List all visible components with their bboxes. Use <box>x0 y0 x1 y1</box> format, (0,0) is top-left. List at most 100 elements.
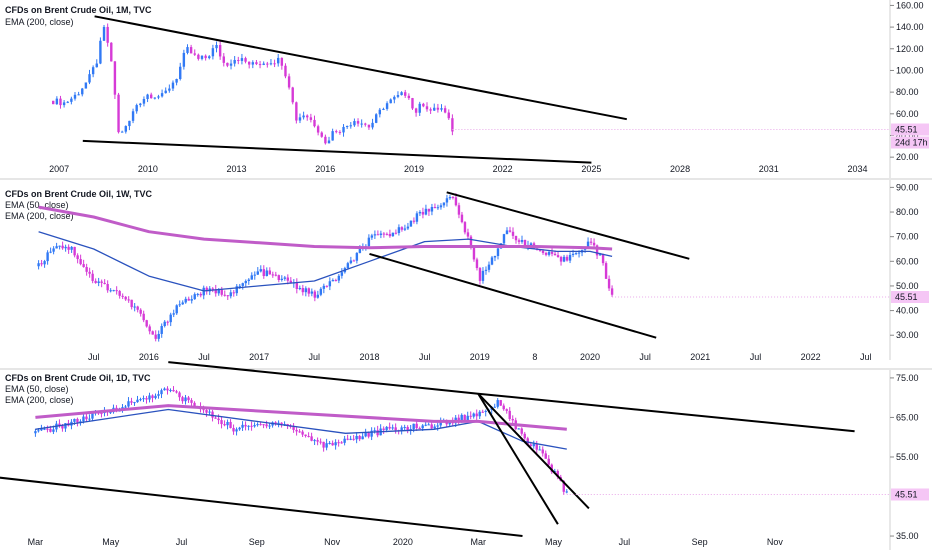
candle-body <box>478 268 482 281</box>
candle-body <box>502 234 506 244</box>
candle-body <box>511 418 514 421</box>
candle-body <box>204 55 207 59</box>
candle-body <box>425 106 429 110</box>
candle-body <box>84 82 88 89</box>
candle-body <box>352 438 355 440</box>
candle-body <box>127 401 130 407</box>
candle-body <box>389 99 392 104</box>
trendline[interactable] <box>82 139 592 164</box>
candle-body <box>124 406 127 408</box>
trendline[interactable] <box>168 361 855 433</box>
candle-body <box>346 263 350 269</box>
candle-body <box>307 436 310 438</box>
x-tick-label: Nov <box>767 537 784 547</box>
candle-body <box>496 248 500 256</box>
x-tick-label: 2019 <box>470 352 490 362</box>
candle-body <box>355 435 358 440</box>
trendline[interactable] <box>477 393 590 510</box>
x-tick-label: May <box>102 537 120 547</box>
candle-body <box>550 251 554 254</box>
candle-body <box>328 442 331 444</box>
candle-body <box>343 438 346 443</box>
candle-body <box>538 249 542 251</box>
y-tick-label: 60.00 <box>896 256 919 266</box>
candle-body <box>574 253 578 255</box>
candle-body <box>148 326 151 332</box>
candle-body <box>358 248 362 253</box>
candle-body <box>484 269 488 271</box>
candle-body <box>397 227 401 234</box>
candle-body <box>211 288 214 290</box>
candle-body <box>388 234 392 237</box>
candle-body <box>37 263 40 267</box>
candle-body <box>610 288 614 295</box>
countdown-badge <box>891 136 929 149</box>
candle-body <box>250 275 253 280</box>
candle-body <box>268 425 271 427</box>
candle-body <box>193 294 196 300</box>
candle-body <box>128 120 131 127</box>
candle-body <box>295 429 298 432</box>
candle-body <box>142 398 145 400</box>
candle-body <box>43 261 46 265</box>
candle-body <box>469 236 473 248</box>
candle-body <box>553 471 556 473</box>
trendline[interactable] <box>369 252 657 339</box>
candle-body <box>353 121 356 126</box>
candle-body <box>382 233 386 235</box>
last-price-badge <box>891 123 929 136</box>
y-tick-label: 55.00 <box>896 452 919 462</box>
candle-body <box>508 410 511 419</box>
candle-body <box>268 270 271 275</box>
candle-body <box>418 428 421 430</box>
trendline[interactable] <box>94 15 627 121</box>
candle-body <box>472 413 475 417</box>
x-tick-label: May <box>545 537 563 547</box>
candle-body <box>175 391 178 393</box>
candle-body <box>232 292 235 294</box>
candle-body <box>304 288 308 293</box>
candle-body <box>331 280 335 282</box>
trendline[interactable] <box>0 476 523 537</box>
monthly-title: CFDs on Brent Crude Oil, 1M, TVC <box>5 5 152 15</box>
candle-body <box>43 428 46 430</box>
x-tick-label: 2016 <box>139 352 159 362</box>
candle-body <box>247 425 250 427</box>
candle-body <box>556 471 559 478</box>
candle-body <box>113 61 117 95</box>
candle-body <box>460 414 463 421</box>
candle-body <box>46 428 49 430</box>
candle-body <box>160 326 163 334</box>
candle-body <box>120 131 124 133</box>
candle-body <box>244 58 247 62</box>
candle-body <box>55 246 58 249</box>
candle-body <box>517 240 521 242</box>
candle-body <box>222 56 225 63</box>
y-tick-label: 20.00 <box>896 152 919 162</box>
candle-body <box>82 416 85 422</box>
candle-body <box>496 400 499 407</box>
candle-body <box>79 259 82 265</box>
candle-body <box>154 334 157 339</box>
last-price-label: 45.51 <box>895 292 918 302</box>
candle-body <box>217 418 220 421</box>
candle-body <box>544 252 548 255</box>
candle-body <box>490 257 494 265</box>
trendline[interactable] <box>477 393 559 525</box>
x-tick-label: Nov <box>324 537 341 547</box>
candle-body <box>472 247 476 260</box>
candle-body <box>223 294 226 296</box>
candle-body <box>82 264 85 268</box>
ema50-line <box>38 231 613 292</box>
x-tick-label: Jul <box>176 537 188 547</box>
candle-body <box>55 98 59 105</box>
candle-body <box>73 418 76 422</box>
candle-body <box>277 57 280 64</box>
trendline[interactable] <box>446 191 690 260</box>
candle-body <box>457 417 460 421</box>
candle-body <box>112 290 115 292</box>
candle-body <box>538 449 541 451</box>
candle-body <box>91 273 94 281</box>
candle-body <box>457 205 461 215</box>
candle-body <box>550 464 553 472</box>
